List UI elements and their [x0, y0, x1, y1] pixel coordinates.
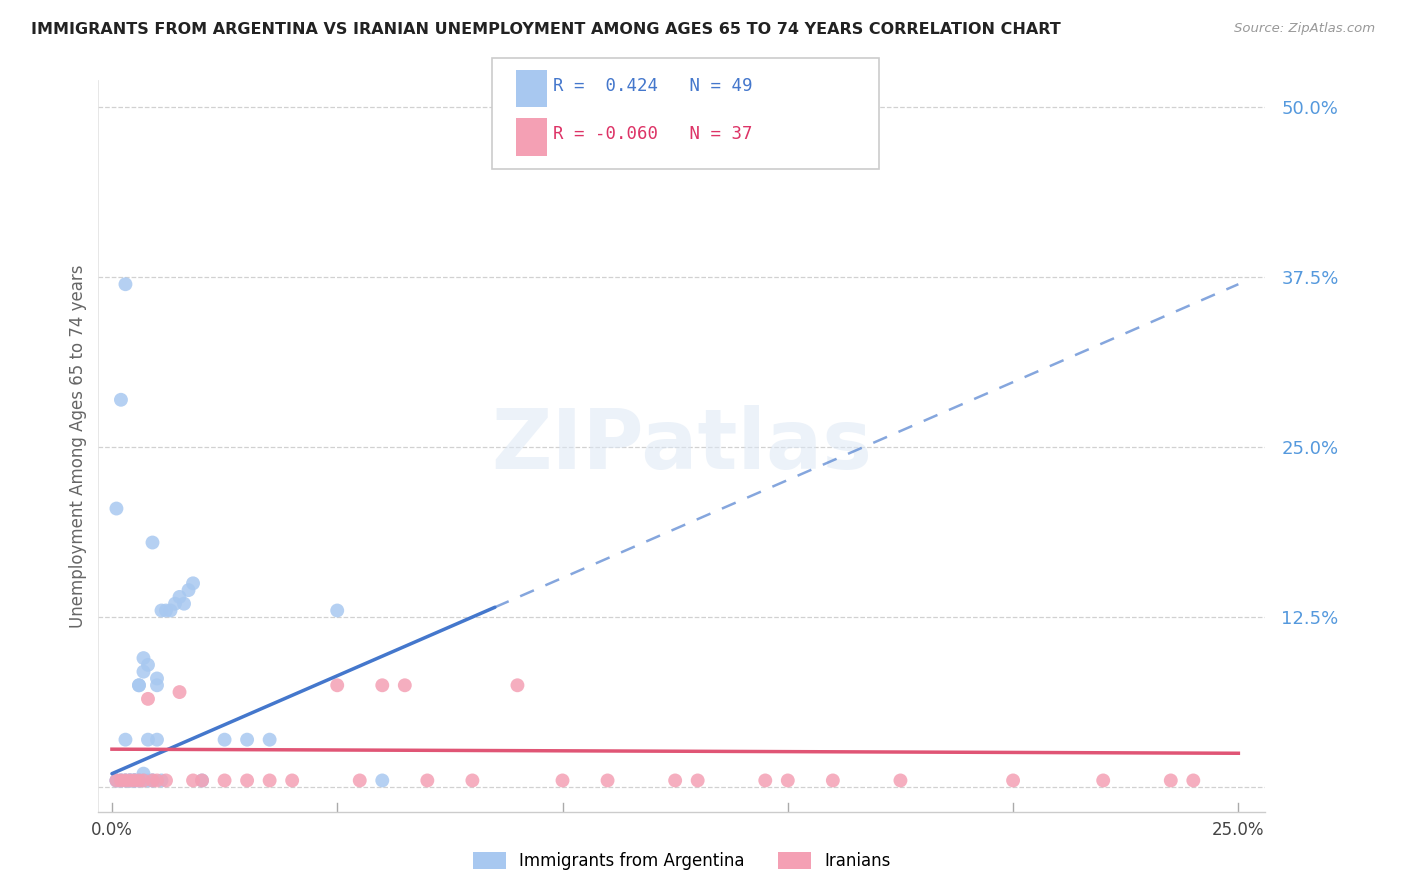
Point	[371, 773, 394, 788]
Point	[128, 773, 150, 788]
Point	[124, 773, 146, 788]
Point	[114, 773, 136, 788]
Point	[146, 773, 169, 788]
Point	[506, 678, 529, 692]
Point	[416, 773, 439, 788]
Point	[173, 597, 195, 611]
Point	[236, 773, 259, 788]
Point	[1160, 773, 1182, 788]
Point	[110, 773, 132, 788]
Point	[461, 773, 484, 788]
Point	[551, 773, 574, 788]
Point	[889, 773, 911, 788]
Point	[169, 590, 191, 604]
Point	[128, 678, 150, 692]
Point	[110, 773, 132, 788]
Point	[105, 773, 128, 788]
Point	[132, 773, 155, 788]
Point	[114, 773, 136, 788]
Point	[155, 773, 177, 788]
Point	[114, 732, 136, 747]
Point	[181, 576, 204, 591]
Point	[596, 773, 619, 788]
Point	[136, 657, 159, 672]
Point	[181, 773, 204, 788]
Point	[163, 597, 186, 611]
Point	[281, 773, 304, 788]
Point	[394, 678, 416, 692]
Point	[141, 773, 163, 788]
Point	[326, 603, 349, 617]
Point	[128, 678, 150, 692]
Point	[686, 773, 709, 788]
Point	[118, 773, 141, 788]
Point	[177, 583, 200, 598]
Text: R = -0.060   N = 37: R = -0.060 N = 37	[553, 125, 752, 144]
Point	[754, 773, 776, 788]
Point	[124, 773, 146, 788]
Point	[146, 672, 169, 686]
Point	[191, 773, 214, 788]
Text: ZIPatlas: ZIPatlas	[492, 406, 872, 486]
Point	[118, 773, 141, 788]
Point	[141, 535, 163, 549]
Point	[349, 773, 371, 788]
Point	[236, 732, 259, 747]
Point	[128, 773, 150, 788]
Text: Source: ZipAtlas.com: Source: ZipAtlas.com	[1234, 22, 1375, 36]
Point	[136, 773, 159, 788]
Point	[124, 773, 146, 788]
Point	[128, 773, 150, 788]
Point	[150, 603, 173, 617]
Point	[132, 665, 155, 679]
Point	[132, 773, 155, 788]
Point	[150, 773, 173, 788]
Point	[136, 691, 159, 706]
Point	[110, 773, 132, 788]
Point	[141, 773, 163, 788]
Legend: Immigrants from Argentina, Iranians: Immigrants from Argentina, Iranians	[465, 845, 898, 877]
Point	[124, 773, 146, 788]
Point	[326, 678, 349, 692]
Point	[155, 603, 177, 617]
Point	[105, 773, 128, 788]
Text: R =  0.424   N = 49: R = 0.424 N = 49	[553, 77, 752, 95]
Point	[1182, 773, 1205, 788]
Point	[146, 732, 169, 747]
Point	[371, 678, 394, 692]
Point	[259, 773, 281, 788]
Point	[118, 773, 141, 788]
Point	[191, 773, 214, 788]
Point	[169, 685, 191, 699]
Point	[110, 392, 132, 407]
Point	[159, 603, 181, 617]
Point	[136, 732, 159, 747]
Point	[141, 773, 163, 788]
Point	[214, 732, 236, 747]
Text: IMMIGRANTS FROM ARGENTINA VS IRANIAN UNEMPLOYMENT AMONG AGES 65 TO 74 YEARS CORR: IMMIGRANTS FROM ARGENTINA VS IRANIAN UNE…	[31, 22, 1060, 37]
Point	[1002, 773, 1025, 788]
Point	[259, 732, 281, 747]
Point	[214, 773, 236, 788]
Point	[114, 277, 136, 292]
Y-axis label: Unemployment Among Ages 65 to 74 years: Unemployment Among Ages 65 to 74 years	[69, 264, 87, 628]
Point	[124, 773, 146, 788]
Point	[105, 773, 128, 788]
Point	[821, 773, 844, 788]
Point	[118, 773, 141, 788]
Point	[114, 773, 136, 788]
Point	[132, 651, 155, 665]
Point	[776, 773, 799, 788]
Point	[105, 501, 128, 516]
Point	[1092, 773, 1115, 788]
Point	[664, 773, 686, 788]
Point	[132, 766, 155, 780]
Point	[146, 678, 169, 692]
